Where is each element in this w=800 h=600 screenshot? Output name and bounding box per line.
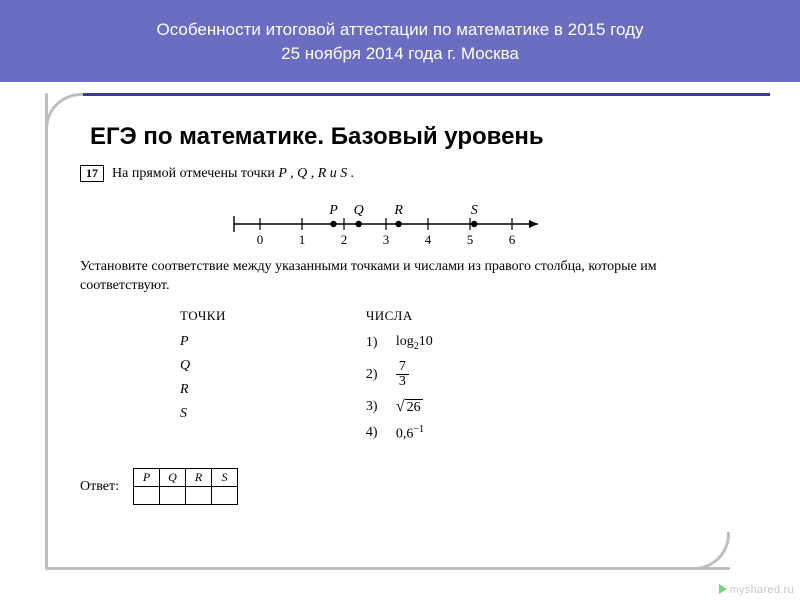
watermark: myshared.ru (719, 584, 794, 596)
question-number: 17 (80, 165, 104, 182)
header-line1: Особенности итоговой аттестации по матем… (20, 18, 780, 42)
accent-rule (80, 93, 770, 96)
point-item: S (180, 402, 226, 426)
svg-text:5: 5 (467, 232, 474, 247)
value-item: 3)√26 (366, 394, 433, 420)
frame-bottom (45, 567, 730, 570)
answer-headers: PQRS (133, 469, 237, 487)
svg-text:0: 0 (257, 232, 264, 247)
match-columns: ТОЧКИ PQRS ЧИСЛА 1)log2102)733)√264)0,6−… (180, 308, 740, 446)
answer-cell[interactable] (185, 487, 211, 505)
instruction-text: Установите соответствие между указанными… (80, 258, 740, 296)
points-column-header: ТОЧКИ (180, 308, 226, 324)
question-prompt: На прямой отмечены точки P , Q , R и S . (112, 166, 354, 182)
value-item: 4)0,6−1 (366, 420, 433, 447)
points-list: PQRS (180, 330, 226, 426)
svg-text:1: 1 (299, 232, 306, 247)
answer-header-cell: Q (159, 469, 185, 487)
question-line: 17 На прямой отмечены точки P , Q , R и … (80, 165, 740, 182)
point-item: P (180, 330, 226, 354)
answer-header-cell: P (133, 469, 159, 487)
answer-cell[interactable] (133, 487, 159, 505)
points-column: ТОЧКИ PQRS (180, 308, 226, 446)
svg-text:3: 3 (383, 232, 390, 247)
answer-row: Ответ: PQRS (80, 468, 740, 505)
slide-content: ЕГЭ по математике. Базовый уровень 17 На… (80, 115, 740, 550)
point-item: R (180, 378, 226, 402)
frame-corner-tl (45, 93, 83, 131)
values-list: 1)log2102)733)√264)0,6−1 (366, 330, 433, 446)
values-column: ЧИСЛА 1)log2102)733)√264)0,6−1 (366, 308, 433, 446)
answer-cell[interactable] (159, 487, 185, 505)
answer-label: Ответ: (80, 479, 119, 495)
play-icon (719, 584, 727, 594)
point-item: Q (180, 354, 226, 378)
svg-text:2: 2 (341, 232, 348, 247)
svg-text:6: 6 (509, 232, 516, 247)
slide-header: Особенности итоговой аттестации по матем… (0, 0, 800, 82)
subtitle: ЕГЭ по математике. Базовый уровень (90, 123, 740, 151)
answer-header-cell: R (185, 469, 211, 487)
svg-text:P: P (328, 203, 338, 218)
value-item: 2)73 (366, 356, 433, 394)
answer-table: PQRS (133, 468, 238, 505)
svg-text:S: S (471, 203, 478, 218)
svg-text:Q: Q (354, 203, 364, 218)
answer-header-cell: S (211, 469, 237, 487)
svg-text:4: 4 (425, 232, 432, 247)
answer-cell[interactable] (211, 487, 237, 505)
values-column-header: ЧИСЛА (366, 308, 433, 324)
frame-left (45, 93, 48, 570)
number-line: 0 1 2 3 4 5 6 P Q R S (200, 188, 620, 248)
answer-cells (133, 487, 237, 505)
svg-text:R: R (393, 203, 403, 218)
value-item: 1)log210 (366, 330, 433, 356)
header-line2: 25 ноября 2014 года г. Москва (20, 42, 780, 66)
